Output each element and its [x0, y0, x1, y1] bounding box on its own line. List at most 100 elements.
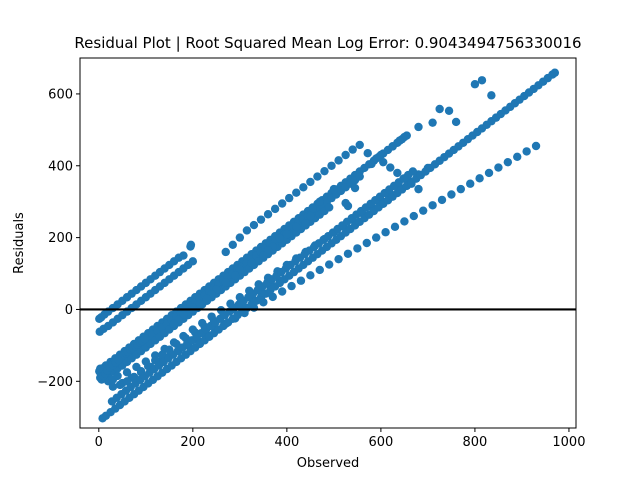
scatter-point [268, 292, 277, 302]
scatter-point [247, 258, 256, 267]
scatter-point [186, 240, 196, 249]
scatter-point [371, 233, 381, 242]
scatter-point [437, 195, 447, 205]
scatter-point [140, 334, 150, 344]
scatter-point [306, 271, 315, 280]
scatter-point [296, 276, 306, 285]
scatter-point [494, 163, 503, 172]
scatter-point [477, 76, 487, 85]
scatter-point [285, 193, 294, 203]
scatter-point [400, 174, 409, 183]
scatter-point [470, 80, 480, 89]
scatter-point [221, 278, 230, 287]
scatter-point [114, 355, 123, 365]
scatter-point [409, 211, 418, 221]
scatter-point [324, 260, 334, 269]
scatter-point [315, 197, 324, 206]
scatter-point [466, 179, 475, 188]
scatter-point [115, 380, 125, 390]
scatter-point [513, 152, 522, 161]
y-tick-label: 0 [65, 303, 73, 318]
scatter-point [379, 157, 388, 167]
x-tick-label: 200 [180, 435, 205, 450]
scatter-point [228, 240, 237, 249]
scatter-point [341, 198, 350, 208]
scatter-point [348, 145, 357, 154]
y-tick-label: 200 [48, 231, 73, 246]
scatter-point [550, 68, 560, 77]
scatter-point [188, 257, 198, 266]
plot-frame [79, 57, 577, 429]
scatter-point [306, 211, 315, 221]
scatter-point [299, 183, 308, 192]
y-tick-label: 400 [48, 159, 73, 174]
scatter-point [435, 104, 444, 114]
x-axis-ticks: 0 200 400 600 800 1000 [95, 428, 585, 450]
y-tick-label: 600 [48, 87, 73, 102]
scatter-point [334, 254, 343, 264]
scatter-point [362, 238, 371, 248]
scatter-point [408, 167, 418, 176]
scatter-point [393, 168, 402, 178]
chart-title: Residual Plot | Root Squared Mean Log Er… [74, 34, 581, 52]
scatter-point [341, 150, 350, 160]
scatter-point [363, 148, 372, 158]
scatter-point [414, 122, 423, 132]
scatter-point [256, 215, 266, 224]
scatter-point [169, 319, 179, 329]
scatter-point [270, 204, 280, 214]
scatter-point [172, 339, 181, 349]
scatter-point [315, 265, 324, 275]
scatter-point [308, 203, 317, 213]
scatter-point [503, 157, 513, 167]
scatter-point [113, 371, 122, 381]
scatter-point [275, 234, 285, 243]
scatter-point [531, 141, 541, 151]
scatter-point [313, 172, 322, 181]
scatter-point [195, 299, 205, 309]
x-tick-label: 800 [463, 435, 488, 450]
scatter-point [407, 179, 416, 188]
scatter-point [179, 251, 188, 260]
scatter-point [287, 281, 296, 291]
scatter-point [108, 382, 118, 391]
scatter-point [230, 271, 240, 280]
y-tick-label: −200 [37, 375, 73, 390]
scatter-points-layer [95, 68, 560, 423]
scatter-point [456, 184, 466, 194]
scatter-point [282, 229, 292, 239]
scatter-point [487, 91, 496, 100]
x-tick-label: 400 [274, 435, 299, 450]
scatter-point [324, 203, 334, 212]
scatter-point [428, 201, 437, 210]
x-tick-label: 0 [95, 435, 103, 450]
scatter-point [249, 220, 259, 230]
y-axis-label: Residuals [12, 212, 27, 274]
scatter-point [292, 222, 301, 232]
scatter-point [414, 184, 423, 194]
scatter-point [306, 177, 315, 187]
scatter-point [522, 147, 531, 156]
scatter-point [451, 117, 461, 127]
scatter-point [400, 217, 409, 226]
scatter-point [355, 140, 364, 150]
scatter-point [395, 136, 404, 145]
scatter-point [388, 142, 397, 151]
scatter-point [350, 183, 360, 193]
scatter-point [202, 294, 212, 303]
scatter-point [242, 226, 252, 235]
scatter-point [221, 247, 230, 257]
x-tick-label: 600 [368, 435, 393, 450]
scatter-point [301, 219, 310, 228]
x-tick-label: 1000 [552, 435, 585, 450]
scatter-point [235, 233, 245, 242]
scatter-point [484, 168, 494, 178]
scatter-point [353, 244, 362, 253]
scatter-point [390, 222, 400, 232]
scatter-point [343, 249, 353, 258]
scatter-point [320, 166, 329, 176]
scatter-point [419, 206, 428, 215]
scatter-point [381, 228, 390, 237]
